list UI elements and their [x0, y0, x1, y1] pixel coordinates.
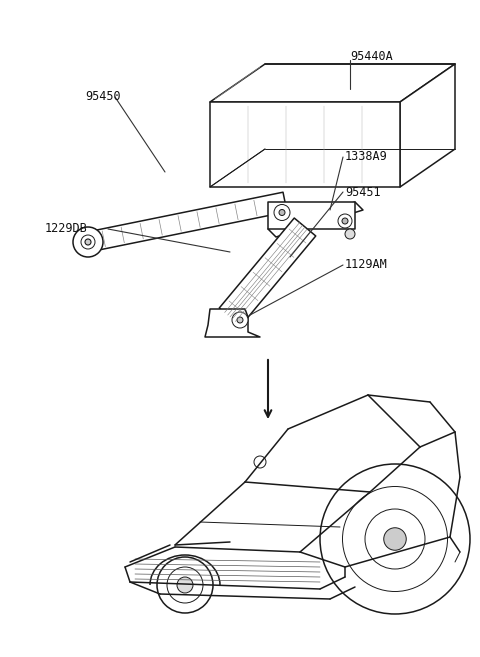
Text: 1229DB: 1229DB [45, 223, 88, 235]
Polygon shape [400, 64, 455, 187]
Circle shape [167, 567, 203, 603]
Circle shape [73, 227, 103, 257]
Text: 95450: 95450 [85, 91, 120, 104]
Polygon shape [268, 202, 355, 229]
Circle shape [384, 528, 406, 551]
Circle shape [81, 235, 95, 249]
Polygon shape [210, 64, 455, 102]
Polygon shape [86, 193, 287, 252]
Text: 95440A: 95440A [350, 51, 393, 64]
Circle shape [85, 239, 91, 245]
Text: 1338A9: 1338A9 [345, 150, 388, 164]
Circle shape [343, 486, 447, 591]
Circle shape [274, 204, 290, 221]
Circle shape [254, 456, 266, 468]
Circle shape [177, 577, 193, 593]
Circle shape [232, 312, 248, 328]
Text: 95451: 95451 [345, 185, 381, 198]
Circle shape [237, 317, 243, 323]
Text: 1129AM: 1129AM [345, 258, 388, 271]
Polygon shape [210, 102, 400, 187]
Polygon shape [268, 202, 363, 237]
Circle shape [338, 214, 352, 228]
Circle shape [157, 557, 213, 613]
Circle shape [342, 218, 348, 224]
Circle shape [365, 509, 425, 569]
Polygon shape [219, 218, 316, 326]
Polygon shape [205, 309, 260, 337]
Circle shape [345, 229, 355, 239]
Circle shape [320, 464, 470, 614]
Circle shape [279, 210, 285, 215]
